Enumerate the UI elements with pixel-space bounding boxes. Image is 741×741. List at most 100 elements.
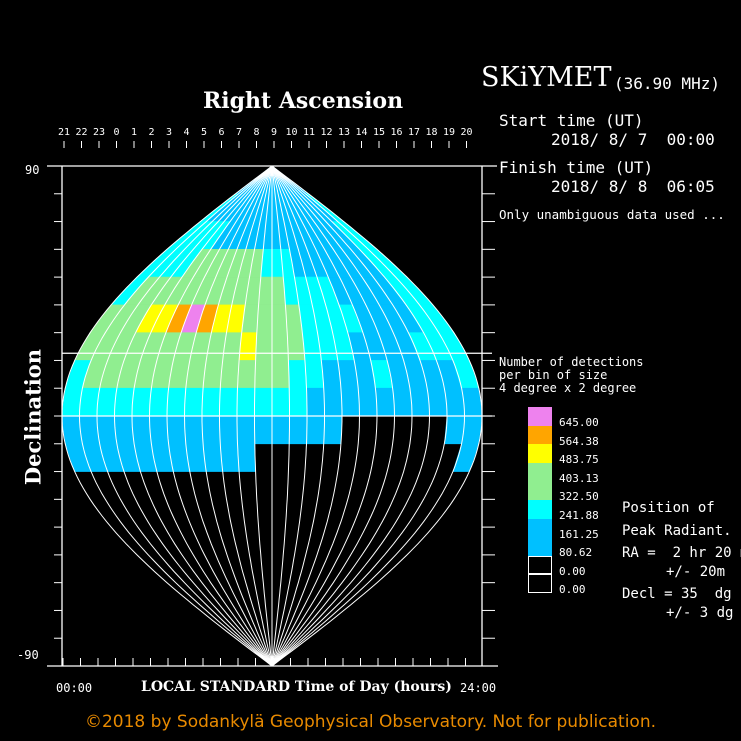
ra-tick-label: 3 [166, 127, 172, 138]
heatmap-cell [323, 415, 343, 445]
heatmap-cell [254, 360, 273, 389]
legend-swatch [528, 500, 552, 519]
heatmap-cell [238, 332, 258, 361]
ra-tick-label: 11 [303, 127, 315, 138]
heatmap-cell [286, 332, 306, 361]
x-axis-label: LOCAL STANDARD Time of Day (hours) [141, 679, 452, 695]
ra-tick-label: 6 [218, 127, 224, 138]
heatmap-cell [271, 415, 290, 445]
legend-swatch [528, 425, 552, 445]
y-tick-90: 90 [25, 163, 40, 177]
heatmap-cell [288, 360, 307, 389]
ra-tick-label: 14 [355, 127, 367, 138]
heatmap-cell [357, 387, 378, 417]
x-start-label: 00:00 [56, 681, 93, 695]
peak-line: Position of [622, 500, 715, 516]
heatmap-cell [219, 360, 240, 389]
legend-swatch [528, 407, 552, 426]
legend-label: 0.00 [559, 583, 586, 597]
peak-ra-error: +/- 20m [666, 564, 726, 580]
ra-tick-label: 17 [408, 127, 420, 138]
heatmap-cell [288, 415, 308, 445]
ra-tick-label: 2 [148, 127, 154, 138]
ra-tick-label: 21 [58, 127, 70, 138]
legend-swatch [528, 462, 552, 482]
heatmap-cell [166, 415, 187, 445]
heatmap-cell [323, 387, 343, 417]
ra-tick-label: 10 [285, 127, 297, 138]
heatmap-cell [114, 415, 135, 445]
frequency: (36.90 MHz) [614, 74, 720, 93]
start-time-value: 2018/ 8/ 7 00:00 [551, 130, 715, 149]
ra-tick-label: 9 [271, 127, 277, 138]
heatmap-cell [96, 415, 118, 445]
ra-tick-label: 19 [443, 127, 455, 138]
heatmap-cell [254, 387, 273, 417]
heatmap-cell [201, 387, 221, 417]
heatmap-cell [149, 415, 169, 445]
legend-label: 645.00 [559, 416, 599, 429]
ra-tick-label: 4 [183, 127, 189, 138]
heatmap-cell [409, 387, 430, 417]
heatmap-cell [219, 387, 238, 417]
ra-tick-label: 13 [338, 127, 350, 138]
legend-label: 403.13 [559, 471, 599, 485]
heatmap-cell [256, 304, 273, 333]
heatmap-cell [236, 415, 256, 445]
x-end-label: 24:00 [460, 681, 497, 695]
legend-swatch [528, 537, 552, 556]
heatmap-cell [304, 360, 325, 389]
peak-dec-error: +/- 3 dg [666, 605, 734, 621]
heatmap-cell [131, 415, 152, 445]
legend-swatch [528, 518, 552, 538]
instrument-name: SKiYMET [481, 62, 612, 93]
chart-title: Right Ascension [203, 88, 404, 114]
ra-tick-label: 18 [425, 127, 437, 138]
heatmap-cell [237, 360, 256, 389]
heatmap-cell [375, 387, 395, 417]
heatmap-cell [255, 332, 273, 361]
heatmap-cell [149, 387, 169, 417]
heatmap-cell [254, 415, 273, 445]
heatmap-cell [288, 387, 308, 417]
ra-tick-label: 5 [201, 127, 207, 138]
y-tick-minus-90: -90 [17, 648, 39, 662]
data-note: Only unambiguous data used ... [499, 207, 725, 222]
legend-label: 0.00 [559, 564, 586, 578]
heatmap-cell [271, 332, 289, 361]
heatmap-cell [114, 387, 135, 417]
heatmap-cell [96, 387, 118, 417]
heatmap-cell [392, 387, 413, 417]
heatmap-cell [131, 387, 152, 417]
ra-tick-label: 0 [113, 127, 119, 138]
legend-title: Number of detections per bin of size 4 deg… [499, 356, 644, 395]
heatmap-cell [306, 415, 325, 445]
heatmap-cell [219, 443, 240, 472]
legend-label: 564.38 [559, 434, 599, 448]
legend-swatch [528, 481, 552, 500]
heatmap-cell [166, 387, 187, 417]
legend-swatch [528, 555, 552, 575]
legend-swatch [528, 444, 552, 463]
heatmap-cell [219, 415, 238, 445]
peak-ra: RA = 2 hr 20 m [622, 545, 741, 561]
ra-tick-label: 12 [320, 127, 332, 138]
peak-line: Peak Radiant. [622, 523, 732, 539]
heatmap-cell [271, 360, 290, 389]
heatmap-cell [184, 415, 204, 445]
legend-label: 483.75 [559, 453, 599, 467]
heatmap-cell [340, 387, 360, 417]
ra-tick-label: 22 [75, 127, 87, 138]
start-time-label: Start time (UT) [499, 111, 644, 130]
legend-label: 241.88 [559, 509, 599, 522]
ra-tick-label: 7 [236, 127, 242, 138]
heatmap-cell [271, 387, 290, 417]
peak-dec: Decl = 35 dg [622, 586, 732, 602]
finish-time-value: 2018/ 8/ 8 06:05 [551, 177, 715, 196]
legend-swatch [528, 574, 552, 593]
ra-tick-label: 16 [390, 127, 402, 138]
ra-tick-label: 1 [131, 127, 137, 138]
heatmap-cell [184, 387, 204, 417]
